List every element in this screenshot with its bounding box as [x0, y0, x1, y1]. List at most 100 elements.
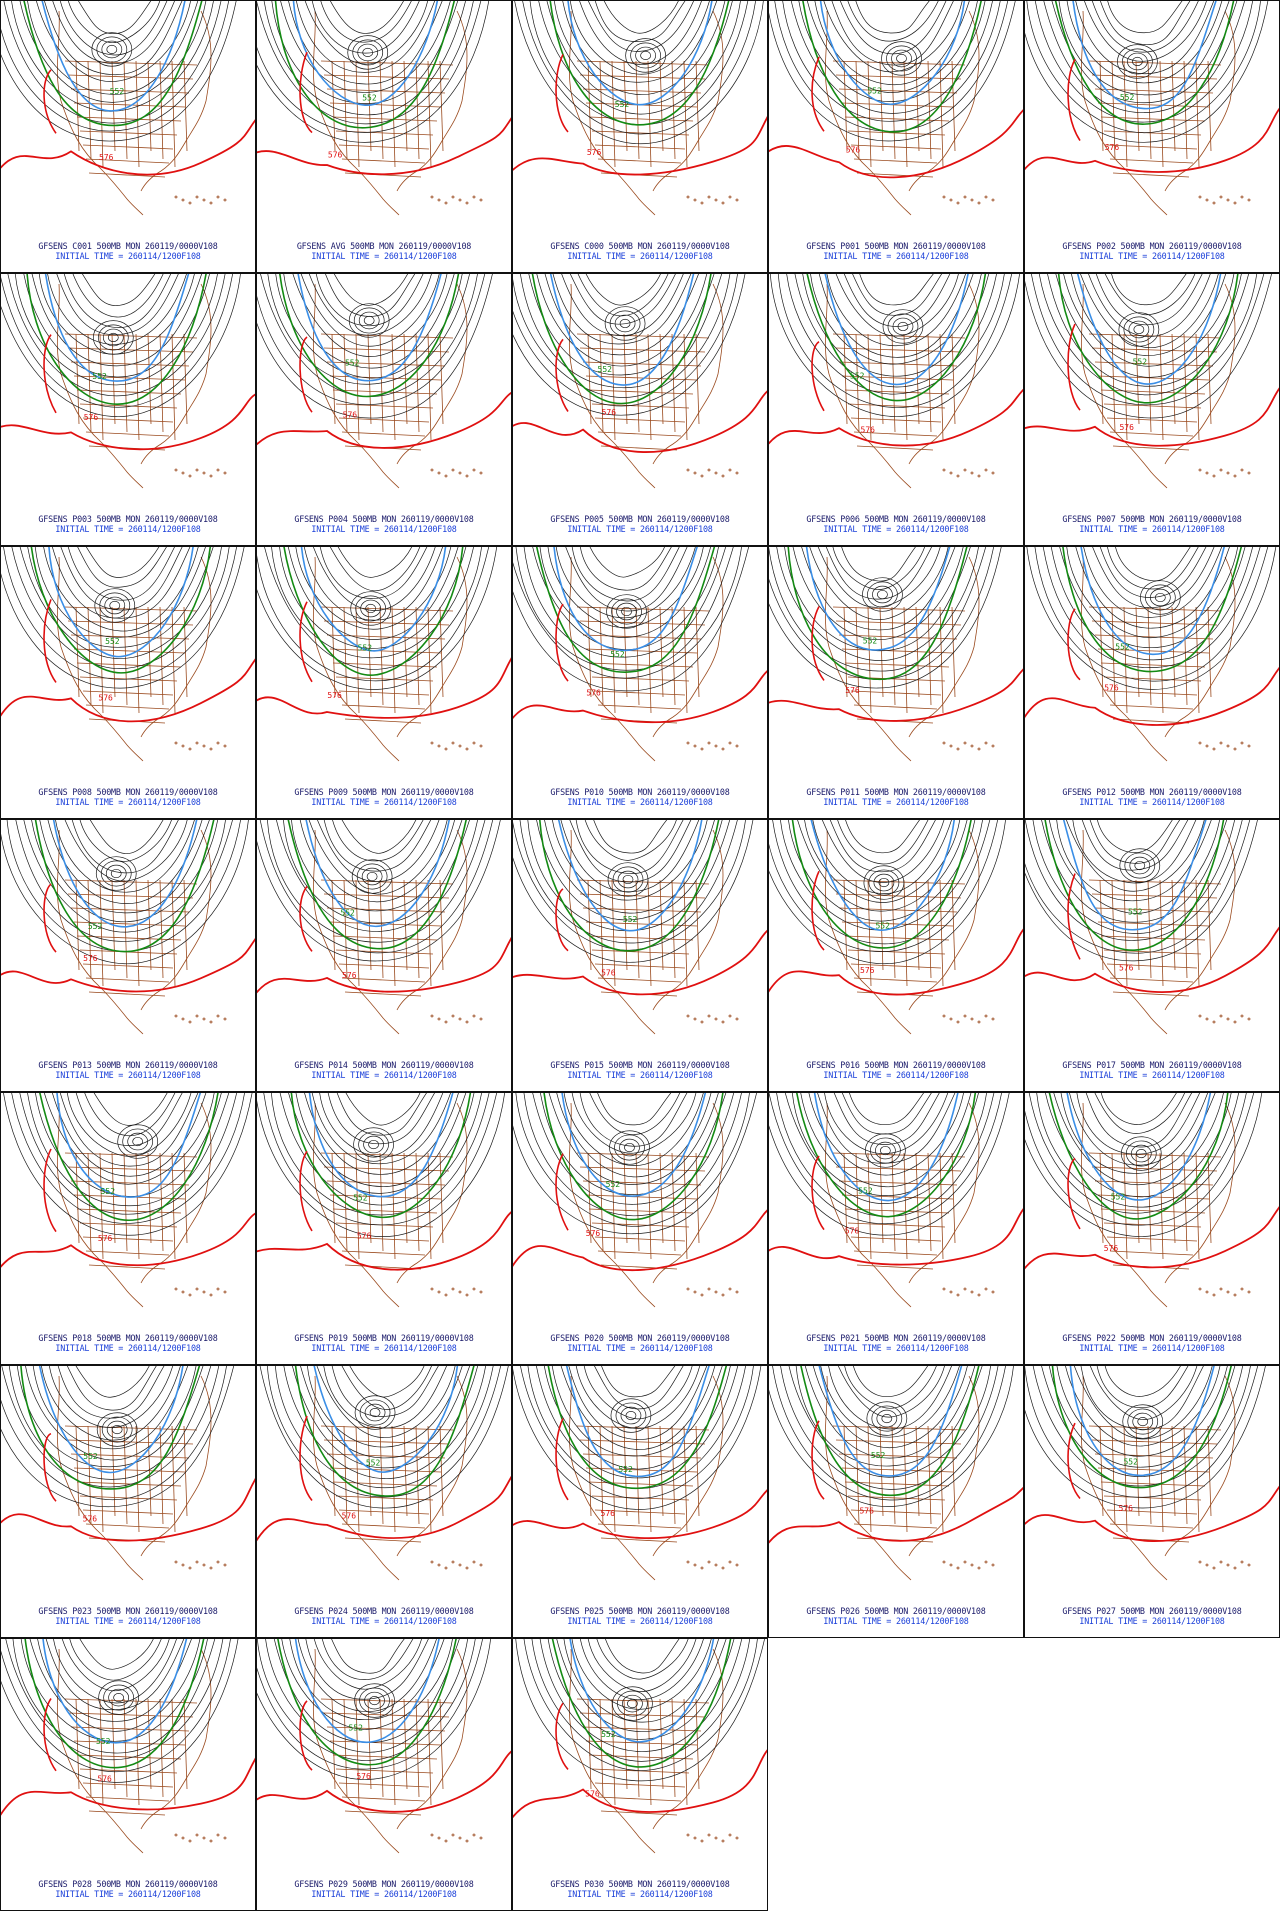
panel-caption-run: GFSENS P020 500MB MON 260119/0000V108: [550, 1333, 730, 1343]
red-contour-west-loop: [299, 336, 313, 413]
blue-contour: [300, 547, 447, 652]
red-contour-label: 576: [846, 145, 861, 154]
green-contour-label: 552: [610, 650, 625, 659]
height-contour-map: 576 552: [513, 1366, 767, 1581]
black-contours: [769, 1093, 1010, 1236]
ensemble-panel-p029: 576 552 GFSENS P029 500MB MON 260119/0000V…: [256, 1638, 512, 1911]
red-contour-label: 576: [98, 693, 113, 702]
panel-caption-run: GFSENS P021 500MB MON 260119/0000V108: [806, 1333, 986, 1343]
black-contours: [1025, 1093, 1263, 1237]
ensemble-panel-p018: 576 552 GFSENS P018 500MB MON 260119/0000V…: [0, 1092, 256, 1365]
ensemble-panel-p025: 576 552 GFSENS P025 500MB MON 260119/0000V…: [512, 1365, 768, 1638]
red-contour-west-loop: [555, 1702, 569, 1771]
blue-contour: [549, 274, 695, 386]
blue-contour: [297, 274, 442, 382]
red-contour-576: [1, 1477, 255, 1542]
blue-contour: [1062, 820, 1207, 931]
red-contour-576: [257, 117, 511, 176]
green-contour-label: 552: [83, 1452, 98, 1461]
red-contour-label: 576: [356, 1772, 371, 1781]
red-contour-west-loop: [555, 54, 569, 133]
blue-contour: [810, 820, 955, 931]
panel-caption-initial-time: INITIAL TIME = 260114/1200F108: [55, 524, 201, 534]
height-contour-map: 576 552: [769, 1, 1023, 216]
green-contour-552: [549, 1, 730, 126]
blue-contour: [1076, 274, 1222, 385]
green-contour-label: 552: [1133, 358, 1148, 367]
red-contour-west-loop: [299, 601, 313, 683]
panel-caption-initial-time: INITIAL TIME = 260114/1200F108: [823, 1070, 969, 1080]
green-contour-552: [791, 820, 972, 949]
green-contour-label: 552: [340, 909, 355, 918]
green-contour-552: [34, 820, 215, 953]
red-contour-west-loop: [43, 1148, 57, 1233]
red-contour-west-loop: [555, 1418, 569, 1501]
green-contour-552: [277, 1639, 457, 1766]
green-contour-552: [283, 547, 464, 676]
green-contour-label: 552: [349, 1723, 364, 1732]
map-boundaries: [825, 829, 995, 1035]
red-contour-label: 576: [586, 1229, 601, 1238]
blue-contour: [824, 274, 969, 386]
blue-contour: [41, 1, 186, 112]
blue-contour: [294, 1639, 440, 1744]
green-contour-552: [290, 1093, 472, 1219]
height-contour-map: 576 552: [513, 274, 767, 489]
height-contour-map: 576 552: [513, 820, 767, 1035]
red-contour-west-loop: [299, 1415, 313, 1502]
panel-caption-initial-time: INITIAL TIME = 260114/1200F108: [311, 1616, 457, 1626]
red-contour-576: [513, 116, 767, 176]
red-contour-576: [1025, 1206, 1279, 1270]
green-contour-label: 552: [1128, 908, 1143, 917]
blue-contour: [553, 547, 698, 652]
red-contour-west-loop: [811, 606, 825, 681]
panel-caption-run: GFSENS P026 500MB MON 260119/0000V108: [806, 1606, 986, 1616]
black-contours: [257, 547, 497, 690]
red-contour-576: [769, 108, 1023, 179]
red-contour-west-loop: [43, 69, 57, 134]
panel-caption-run: GFSENS P005 500MB MON 260119/0000V108: [550, 514, 730, 524]
panel-caption-run: GFSENS AVG 500MB MON 260119/0000V108: [296, 241, 472, 251]
green-contour-label: 552: [96, 1737, 111, 1746]
red-contour-label: 576: [342, 1512, 357, 1521]
green-contour-552: [274, 1, 456, 129]
panel-caption-initial-time: INITIAL TIME = 260114/1200F108: [567, 1889, 713, 1899]
black-contours: [1, 547, 245, 689]
black-contours: [514, 1, 764, 145]
panel-caption-initial-time: INITIAL TIME = 260114/1200F108: [311, 1889, 457, 1899]
panel-caption-run: GFSENS P018 500MB MON 260119/0000V108: [38, 1333, 218, 1343]
green-contour-label: 552: [606, 1180, 621, 1189]
panel-caption-initial-time: INITIAL TIME = 260114/1200F108: [55, 251, 201, 261]
green-contour-label: 552: [88, 922, 103, 931]
red-contour-576: [1, 1212, 255, 1269]
panel-caption-initial-time: INITIAL TIME = 260114/1200F108: [1079, 1070, 1225, 1080]
map-boundaries: [825, 1102, 995, 1308]
ensemble-panel-p030: 576 552 GFSENS P030 500MB MON 260119/0000V…: [512, 1638, 768, 1911]
black-contours: [1026, 547, 1277, 690]
panel-caption-initial-time: INITIAL TIME = 260114/1200F108: [55, 1070, 201, 1080]
height-contour-map: 576 552: [1025, 1, 1279, 216]
blue-contour: [292, 1, 439, 106]
green-contour-label: 552: [353, 1193, 368, 1202]
red-contour-576: [769, 668, 1023, 722]
black-contours: [1025, 274, 1272, 419]
blue-contour: [1072, 1, 1217, 110]
ensemble-panel-p006: 576 552 GFSENS P006 500MB MON 260119/0000V…: [768, 273, 1024, 546]
red-contour-576: [1025, 107, 1279, 173]
red-contour-west-loop: [43, 334, 57, 414]
green-contour-label: 552: [1120, 93, 1135, 102]
red-contour-label: 576: [601, 969, 616, 978]
height-contour-map: 576 552: [769, 274, 1023, 489]
blue-contour: [818, 1366, 963, 1477]
panel-caption-run: GFSENS P015 500MB MON 260119/0000V108: [550, 1060, 730, 1070]
blue-contour: [569, 1639, 715, 1743]
panel-caption-run: GFSENS P014 500MB MON 260119/0000V108: [294, 1060, 474, 1070]
red-contour-west-loop: [299, 1150, 313, 1232]
height-contour-map: 576 552: [513, 1, 767, 216]
panel-caption-run: GFSENS P006 500MB MON 260119/0000V108: [806, 514, 986, 524]
ensemble-panel-p026: 576 552 GFSENS P026 500MB MON 260119/0000V…: [768, 1365, 1024, 1638]
black-contours: [257, 820, 501, 962]
black-contours: [769, 1366, 1014, 1507]
red-contour-576: [1025, 387, 1279, 447]
blue-contour: [308, 1093, 454, 1198]
